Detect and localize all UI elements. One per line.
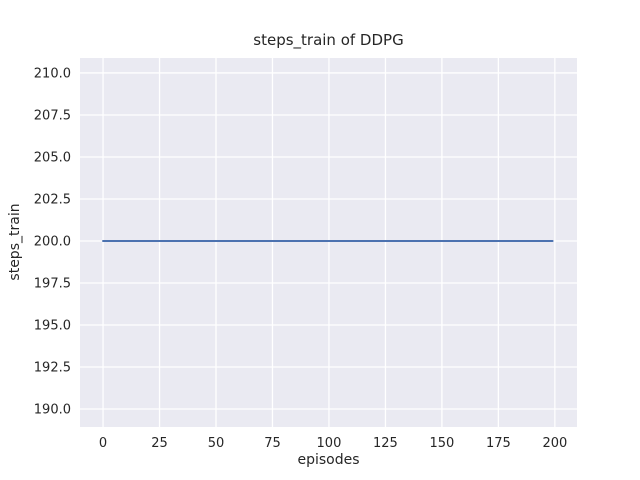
x-tick-label: 200	[542, 436, 567, 451]
y-axis-label: steps_train	[7, 203, 23, 281]
x-tick-label: 75	[264, 436, 281, 451]
x-axis-label: episodes	[297, 452, 360, 468]
x-tick-label: 125	[373, 436, 398, 451]
y-tick-label: 190.0	[34, 403, 71, 418]
y-tick-label: 210.0	[34, 66, 71, 81]
x-tick-label: 150	[429, 436, 454, 451]
x-tick-label: 50	[208, 436, 225, 451]
y-tick-label: 192.5	[34, 361, 71, 376]
y-tick-label: 195.0	[34, 319, 71, 334]
x-tick-label: 25	[151, 436, 168, 451]
chart-title: steps_train of DDPG	[253, 31, 404, 49]
x-tick-label: 175	[486, 436, 511, 451]
x-tick-label: 0	[99, 436, 107, 451]
x-tick-label: 100	[317, 436, 342, 451]
y-tick-label: 205.0	[34, 150, 71, 165]
y-tick-label: 197.5	[34, 276, 71, 291]
y-tick-label: 200.0	[34, 234, 71, 249]
y-tick-label: 207.5	[34, 108, 71, 123]
y-tick-label: 202.5	[34, 192, 71, 207]
